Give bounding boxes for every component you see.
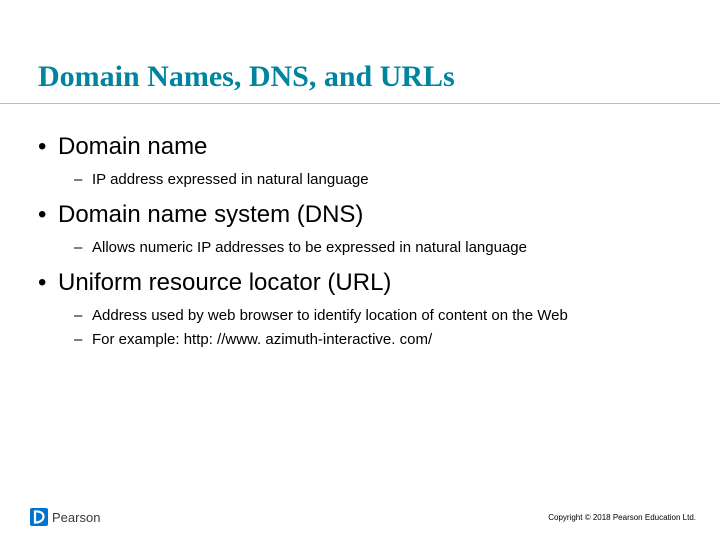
- bullet-marker: •: [38, 132, 58, 162]
- copyright-text: Copyright © 2018 Pearson Education Ltd.: [548, 513, 696, 522]
- brand-name: Pearson: [52, 510, 100, 525]
- sub-bullet-item: – Address used by web browser to identif…: [74, 306, 682, 326]
- sub-bullet-list: – IP address expressed in natural langua…: [74, 170, 682, 190]
- pearson-icon: [30, 508, 48, 526]
- sub-bullet-text: Allows numeric IP addresses to be expres…: [92, 238, 527, 258]
- bullet-item: • Domain name – IP address expressed in …: [38, 132, 682, 190]
- bullet-text: Domain name system (DNS): [58, 200, 363, 230]
- slide-title: Domain Names, DNS, and URLs: [0, 0, 720, 104]
- sub-bullet-item: – For example: http: //www. azimuth-inte…: [74, 330, 682, 350]
- brand-logo: Pearson: [30, 508, 100, 526]
- bullet-marker: •: [38, 200, 58, 230]
- bullet-marker: •: [38, 268, 58, 298]
- sub-bullet-list: – Allows numeric IP addresses to be expr…: [74, 238, 682, 258]
- slide: Domain Names, DNS, and URLs • Domain nam…: [0, 0, 720, 540]
- bullet-item: • Uniform resource locator (URL) – Addre…: [38, 268, 682, 351]
- slide-content: • Domain name – IP address expressed in …: [0, 116, 720, 351]
- slide-footer: Pearson Copyright © 2018 Pearson Educati…: [0, 508, 720, 526]
- sub-bullet-marker: –: [74, 330, 92, 350]
- sub-bullet-text: Address used by web browser to identify …: [92, 306, 568, 326]
- sub-bullet-marker: –: [74, 306, 92, 326]
- bullet-text: Domain name: [58, 132, 207, 162]
- sub-bullet-list: – Address used by web browser to identif…: [74, 306, 682, 351]
- sub-bullet-marker: –: [74, 238, 92, 258]
- sub-bullet-item: – Allows numeric IP addresses to be expr…: [74, 238, 682, 258]
- bullet-item: • Domain name system (DNS) – Allows nume…: [38, 200, 682, 258]
- sub-bullet-item: – IP address expressed in natural langua…: [74, 170, 682, 190]
- bullet-text: Uniform resource locator (URL): [58, 268, 391, 298]
- bullet-list: • Domain name – IP address expressed in …: [38, 132, 682, 351]
- sub-bullet-text: For example: http: //www. azimuth-intera…: [92, 330, 432, 350]
- sub-bullet-text: IP address expressed in natural language: [92, 170, 369, 190]
- sub-bullet-marker: –: [74, 170, 92, 190]
